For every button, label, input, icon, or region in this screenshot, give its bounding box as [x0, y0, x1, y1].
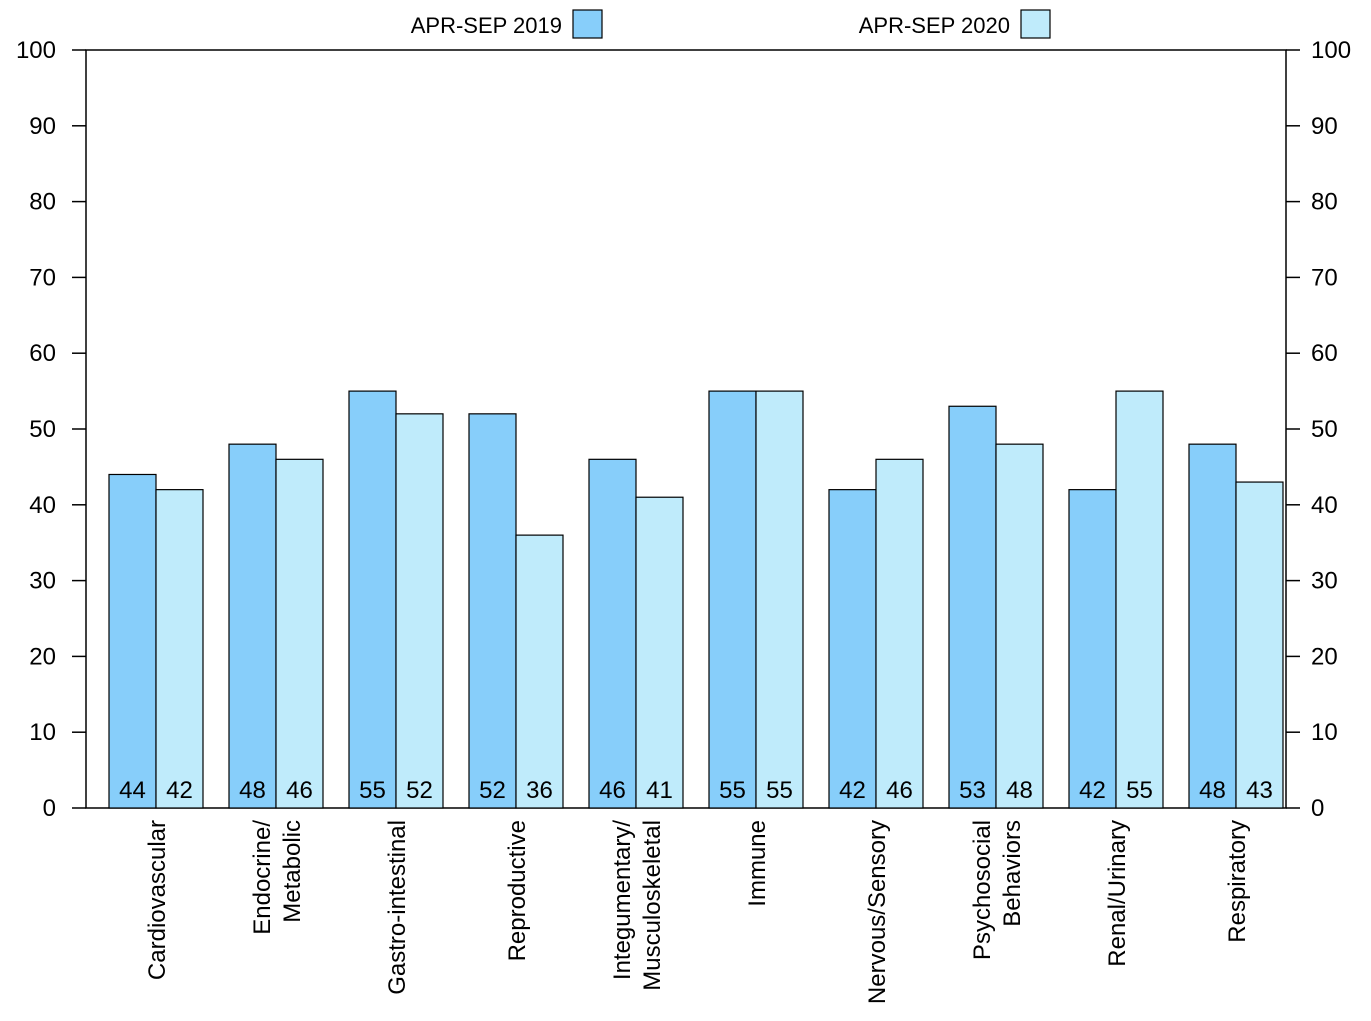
bar-2019: [1068, 489, 1117, 809]
bar-2020: [515, 534, 564, 809]
bar-2019: [1188, 443, 1237, 809]
x-tick-label-line: Musculoskeletal: [639, 820, 666, 991]
x-tick-label-line: Metabolic: [279, 820, 306, 923]
bar-2019: [588, 458, 637, 809]
y-tick-label-right: 0: [1311, 795, 1324, 822]
x-tick-label-line: Respiratory: [1224, 820, 1251, 943]
bar-2020: [1115, 390, 1164, 809]
data-label: 52: [406, 777, 433, 804]
y-tick-label-left: 90: [29, 113, 56, 140]
y-tick-label-left: 20: [29, 643, 56, 670]
legend-label: APR-SEP 2019: [411, 13, 562, 38]
y-tick-label-left: 40: [29, 492, 56, 519]
bar-2020: [155, 489, 204, 809]
y-tick-label-right: 70: [1311, 264, 1338, 291]
data-label: 48: [1199, 777, 1226, 804]
y-tick-label-right: 40: [1311, 492, 1338, 519]
y-tick-label-left: 60: [29, 340, 56, 367]
x-tick-label-line: Behaviors: [999, 820, 1026, 927]
y-tick-label-right: 80: [1311, 189, 1338, 216]
x-tick-label: Psychosocial Behaviors: [969, 820, 1026, 960]
y-tick-label-left: 70: [29, 264, 56, 291]
bar-2019: [708, 390, 757, 809]
x-tick-label-line: Nervous/Sensory: [864, 820, 891, 1004]
y-tick-label-left: 100: [16, 37, 56, 64]
x-tick-label-line: Immune: [744, 820, 771, 907]
x-tick-label: Integumentary/Musculoskeletal: [609, 820, 666, 991]
bar-2019: [348, 390, 397, 809]
bar-2020: [755, 390, 804, 809]
data-label: 44: [119, 777, 146, 804]
y-tick-label-left: 30: [29, 568, 56, 595]
data-label: 41: [646, 777, 673, 804]
x-tick-label-line: Cardiovascular: [144, 820, 171, 980]
data-label: 55: [1126, 777, 1153, 804]
data-label: 48: [1006, 777, 1033, 804]
bar-2020: [995, 443, 1044, 809]
data-label: 52: [479, 777, 506, 804]
x-tick-label: Respiratory: [1224, 820, 1251, 943]
y-tick-label-right: 10: [1311, 719, 1338, 746]
data-label: 55: [719, 777, 746, 804]
x-tick-label-line: Psychosocial: [969, 820, 996, 960]
bar-2020: [875, 458, 924, 809]
x-tick-label: Nervous/Sensory: [864, 820, 891, 1004]
data-label: 42: [166, 777, 193, 804]
y-tick-label-right: 100: [1311, 37, 1351, 64]
x-tick-label-line: Renal/Urinary: [1104, 820, 1131, 967]
y-tick-label-right: 60: [1311, 340, 1338, 367]
data-label: 46: [886, 777, 913, 804]
x-tick-label-line: Integumentary/: [609, 820, 636, 980]
data-label: 46: [286, 777, 313, 804]
y-tick-label-right: 30: [1311, 568, 1338, 595]
bar-2019: [228, 443, 277, 809]
x-tick-label-line: Endocrine/: [249, 820, 276, 935]
data-label: 42: [1079, 777, 1106, 804]
y-tick-label-left: 50: [29, 416, 56, 443]
x-tick-label: Cardiovascular: [144, 820, 171, 980]
y-tick-label-right: 90: [1311, 113, 1338, 140]
bar-2019: [108, 473, 157, 809]
bar-2020: [275, 458, 324, 809]
y-tick-label-left: 80: [29, 189, 56, 216]
y-tick-label-left: 10: [29, 719, 56, 746]
data-label: 55: [359, 777, 386, 804]
y-tick-label-left: 0: [43, 795, 56, 822]
data-label: 48: [239, 777, 266, 804]
data-label: 53: [959, 777, 986, 804]
data-label: 42: [839, 777, 866, 804]
legend-swatch: [572, 9, 603, 39]
x-tick-label-line: Gastro-intestinal: [384, 820, 411, 995]
legend-swatch: [1020, 9, 1051, 39]
bar-2020: [395, 413, 444, 809]
data-label: 36: [526, 777, 553, 804]
data-label: 43: [1246, 777, 1273, 804]
bar-2020: [1235, 481, 1284, 809]
bar-2019: [828, 489, 877, 809]
x-tick-label: Renal/Urinary: [1104, 820, 1131, 967]
y-tick-label-right: 20: [1311, 643, 1338, 670]
legend-label: APR-SEP 2020: [859, 13, 1010, 38]
x-tick-label-line: Reproductive: [504, 820, 531, 961]
data-label: 46: [599, 777, 626, 804]
x-tick-label: Endocrine/Metabolic: [249, 820, 306, 935]
x-tick-label: Reproductive: [504, 820, 531, 961]
data-label: 55: [766, 777, 793, 804]
y-tick-label-right: 50: [1311, 416, 1338, 443]
bar-2019: [468, 413, 517, 809]
bar-2019: [948, 405, 997, 809]
x-tick-label: Immune: [744, 820, 771, 907]
bar-2020: [635, 496, 684, 809]
x-tick-label: Gastro-intestinal: [384, 820, 411, 995]
